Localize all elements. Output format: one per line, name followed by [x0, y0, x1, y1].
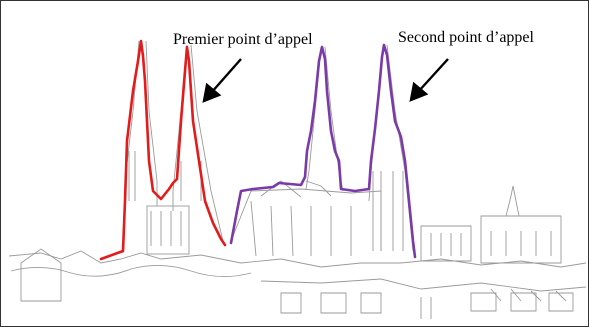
arrow-second — [409, 58, 449, 102]
arrow-first — [202, 58, 242, 103]
first-landmark-label: Premier point d’appel — [173, 31, 313, 48]
second-landmark-outline — [229, 43, 417, 259]
second-landmark-label: Second point d’appel — [398, 29, 534, 46]
first-landmark-outline — [99, 39, 227, 261]
pencil-sketch — [8, 40, 587, 319]
